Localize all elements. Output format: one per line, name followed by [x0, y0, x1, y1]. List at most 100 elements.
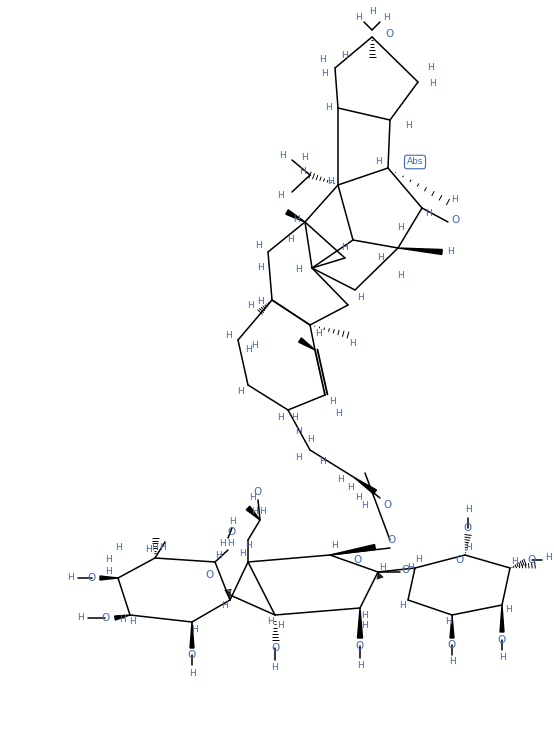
Text: H: H — [76, 614, 83, 623]
Text: H: H — [320, 56, 326, 65]
Text: H: H — [301, 152, 309, 161]
Text: H: H — [429, 80, 435, 89]
Text: H: H — [465, 505, 471, 514]
Text: O: O — [451, 215, 459, 225]
Text: H: H — [465, 542, 471, 551]
Polygon shape — [355, 478, 376, 494]
Text: H: H — [295, 266, 301, 275]
Text: H: H — [293, 216, 299, 225]
Text: H: H — [219, 538, 225, 547]
Text: H: H — [397, 270, 403, 279]
Text: H: H — [249, 493, 255, 502]
Text: H: H — [245, 541, 252, 550]
Text: O: O — [254, 487, 262, 497]
Text: H: H — [306, 436, 314, 445]
Text: H: H — [449, 657, 455, 666]
Text: H: H — [357, 660, 363, 669]
Text: H: H — [355, 14, 361, 23]
Text: H: H — [322, 70, 329, 79]
Text: O: O — [401, 565, 409, 575]
Text: H: H — [404, 122, 412, 131]
Text: H: H — [271, 663, 278, 672]
Text: H: H — [152, 544, 158, 553]
Text: H: H — [347, 484, 353, 493]
Text: H: H — [252, 508, 258, 517]
Text: H: H — [545, 553, 551, 562]
Text: H: H — [327, 177, 334, 186]
Text: H: H — [129, 617, 135, 626]
Text: H: H — [252, 340, 258, 349]
Text: H: H — [257, 264, 263, 273]
Text: H: H — [295, 454, 301, 463]
Text: H: H — [325, 104, 331, 113]
Text: H: H — [245, 345, 252, 354]
Text: H: H — [399, 601, 406, 610]
Text: O: O — [388, 535, 396, 545]
Polygon shape — [330, 544, 376, 555]
Text: H: H — [335, 409, 341, 418]
Text: O: O — [385, 29, 393, 39]
Text: H: H — [315, 328, 321, 337]
Text: H: H — [445, 617, 452, 626]
Text: H: H — [188, 668, 196, 677]
Polygon shape — [100, 576, 118, 580]
Polygon shape — [299, 338, 315, 350]
Text: H: H — [329, 397, 335, 406]
Text: H: H — [377, 252, 383, 261]
Text: H: H — [348, 339, 355, 348]
Text: H: H — [214, 550, 222, 559]
Text: H: H — [255, 242, 261, 251]
Text: H: H — [512, 557, 519, 566]
Text: H: H — [279, 150, 285, 159]
Text: O: O — [384, 500, 392, 510]
Text: O: O — [206, 570, 214, 580]
Text: O: O — [464, 523, 472, 533]
Text: H: H — [355, 493, 361, 502]
Text: Abs: Abs — [407, 158, 423, 167]
Text: O: O — [271, 643, 279, 653]
Text: H: H — [105, 568, 111, 577]
Text: H: H — [237, 388, 243, 397]
Text: O: O — [356, 641, 364, 651]
Text: H: H — [427, 64, 433, 73]
Text: O: O — [188, 650, 196, 660]
Text: H: H — [276, 414, 284, 423]
Text: H: H — [452, 195, 458, 204]
Text: H: H — [192, 626, 198, 635]
Text: H: H — [383, 14, 389, 23]
Text: H: H — [145, 545, 151, 554]
Polygon shape — [246, 506, 260, 520]
Text: O: O — [88, 573, 96, 583]
Text: H: H — [276, 192, 284, 201]
Text: H: H — [362, 620, 368, 629]
Text: H: H — [357, 294, 363, 303]
Text: H: H — [224, 330, 232, 339]
Text: H: H — [222, 601, 228, 610]
Text: H: H — [375, 158, 381, 167]
Text: H: H — [247, 300, 253, 309]
Text: H: H — [397, 224, 403, 233]
Text: H: H — [105, 556, 111, 565]
Text: H: H — [276, 620, 284, 629]
Text: H: H — [227, 538, 233, 547]
Text: O: O — [101, 613, 109, 623]
Text: H: H — [505, 605, 511, 614]
Text: H: H — [368, 8, 376, 17]
Text: H: H — [499, 653, 505, 662]
Text: H: H — [414, 556, 422, 565]
Text: O: O — [528, 555, 536, 565]
Text: H: H — [257, 297, 263, 306]
Text: H: H — [66, 574, 73, 583]
Text: O: O — [448, 640, 456, 650]
Polygon shape — [500, 605, 504, 632]
Polygon shape — [398, 248, 442, 255]
Text: H: H — [299, 167, 305, 176]
Text: H: H — [158, 544, 166, 553]
Text: H: H — [424, 210, 432, 219]
Text: H: H — [337, 475, 343, 484]
Text: H: H — [260, 508, 266, 517]
Text: H: H — [319, 457, 325, 466]
Text: H: H — [119, 616, 125, 625]
Polygon shape — [115, 615, 130, 620]
Text: H: H — [266, 617, 273, 626]
